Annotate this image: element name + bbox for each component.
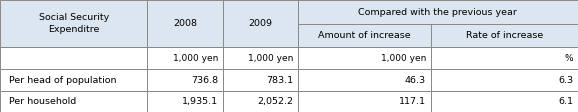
- Bar: [223, 69, 298, 91]
- Text: Per household: Per household: [9, 97, 76, 106]
- Bar: [147, 91, 223, 112]
- Bar: [0, 47, 147, 69]
- Text: Per head of population: Per head of population: [9, 76, 116, 85]
- Text: 1,935.1: 1,935.1: [181, 97, 218, 106]
- Bar: [223, 47, 298, 69]
- Text: 6.1: 6.1: [558, 97, 573, 106]
- Bar: [431, 69, 578, 91]
- Bar: [298, 24, 431, 47]
- Text: 2009: 2009: [248, 19, 272, 28]
- Text: Compared with the previous year: Compared with the previous year: [358, 8, 517, 17]
- Text: 1,000 yen: 1,000 yen: [172, 54, 218, 63]
- Text: Amount of increase: Amount of increase: [318, 31, 410, 40]
- Bar: [0, 91, 147, 112]
- Text: Social Security
Expenditre: Social Security Expenditre: [39, 13, 109, 34]
- Text: 1,000 yen: 1,000 yen: [380, 54, 426, 63]
- Bar: [298, 47, 431, 69]
- Text: 736.8: 736.8: [191, 76, 218, 85]
- Text: 6.3: 6.3: [558, 76, 573, 85]
- Text: %: %: [565, 54, 573, 63]
- Bar: [431, 91, 578, 112]
- Bar: [147, 69, 223, 91]
- Bar: [147, 0, 223, 47]
- Bar: [0, 69, 147, 91]
- Text: 46.3: 46.3: [405, 76, 426, 85]
- Bar: [298, 91, 431, 112]
- Text: 1,000 yen: 1,000 yen: [247, 54, 293, 63]
- Bar: [298, 69, 431, 91]
- Text: 783.1: 783.1: [266, 76, 293, 85]
- Bar: [431, 24, 578, 47]
- Bar: [431, 47, 578, 69]
- Text: 2008: 2008: [173, 19, 197, 28]
- Bar: [298, 0, 578, 24]
- Bar: [147, 47, 223, 69]
- Bar: [223, 0, 298, 47]
- Text: 117.1: 117.1: [399, 97, 426, 106]
- Bar: [223, 91, 298, 112]
- Bar: [0, 0, 147, 47]
- Text: 2,052.2: 2,052.2: [257, 97, 293, 106]
- Text: Rate of increase: Rate of increase: [466, 31, 543, 40]
